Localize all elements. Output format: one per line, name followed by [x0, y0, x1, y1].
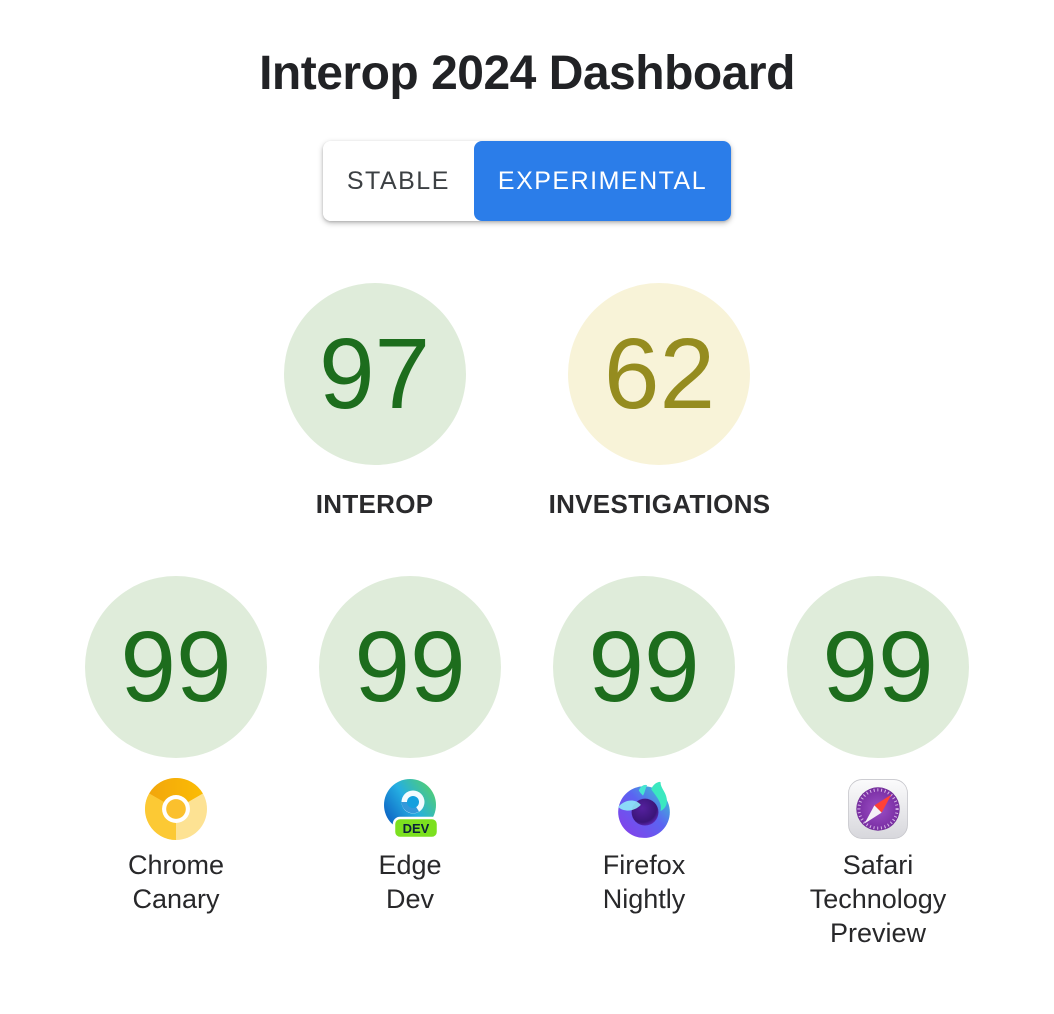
- safari-tp-name: Safari Technology Preview: [809, 850, 947, 948]
- summary-scores-row: 97 INTEROP 62 INVESTIGATIONS: [0, 283, 1054, 520]
- investigations-score-circle[interactable]: 62: [568, 283, 751, 465]
- edge-dev-icon: DEV: [384, 779, 440, 840]
- edge-dev-badge: DEV: [403, 821, 430, 836]
- safari-technology-preview-icon: [848, 779, 908, 839]
- channel-toggle: STABLE EXPERIMENTAL: [322, 141, 732, 221]
- firefox-nightly-icon: [618, 781, 670, 838]
- firefox-nightly-name: Firefox Nightly: [602, 850, 686, 914]
- investigations-score-label: INVESTIGATIONS: [548, 489, 771, 519]
- browser-scores-row: 99 Chrome Canary 99: [0, 576, 1054, 950]
- page-title: Interop 2024 Dashboard: [259, 47, 795, 100]
- tab-stable[interactable]: STABLE: [322, 141, 474, 221]
- safari-tp-score-circle[interactable]: 99: [787, 576, 969, 758]
- edge-dev-name: Edge Dev: [378, 850, 442, 914]
- chrome-canary-icon: [145, 778, 207, 840]
- chrome-canary-score-circle[interactable]: 99: [85, 576, 267, 758]
- chrome-canary-score-card: 99 Chrome Canary: [85, 576, 267, 950]
- edge-dev-score-card: 99 DEV Edge Dev: [319, 576, 501, 950]
- safari-tp-score-card: 99 Safar: [787, 576, 969, 950]
- interop-score-label: INTEROP: [315, 489, 434, 519]
- firefox-nightly-score-circle[interactable]: 99: [553, 576, 735, 758]
- chrome-canary-name: Chrome Canary: [127, 850, 225, 914]
- interop-score-circle[interactable]: 97: [283, 283, 466, 465]
- interop-score-card: 97 INTEROP: [283, 283, 466, 520]
- edge-dev-score-circle[interactable]: 99: [319, 576, 501, 758]
- investigations-score-card: 62 INVESTIGATIONS: [549, 283, 771, 520]
- tab-experimental[interactable]: EXPERIMENTAL: [473, 141, 732, 221]
- firefox-nightly-score-card: 99: [553, 576, 735, 950]
